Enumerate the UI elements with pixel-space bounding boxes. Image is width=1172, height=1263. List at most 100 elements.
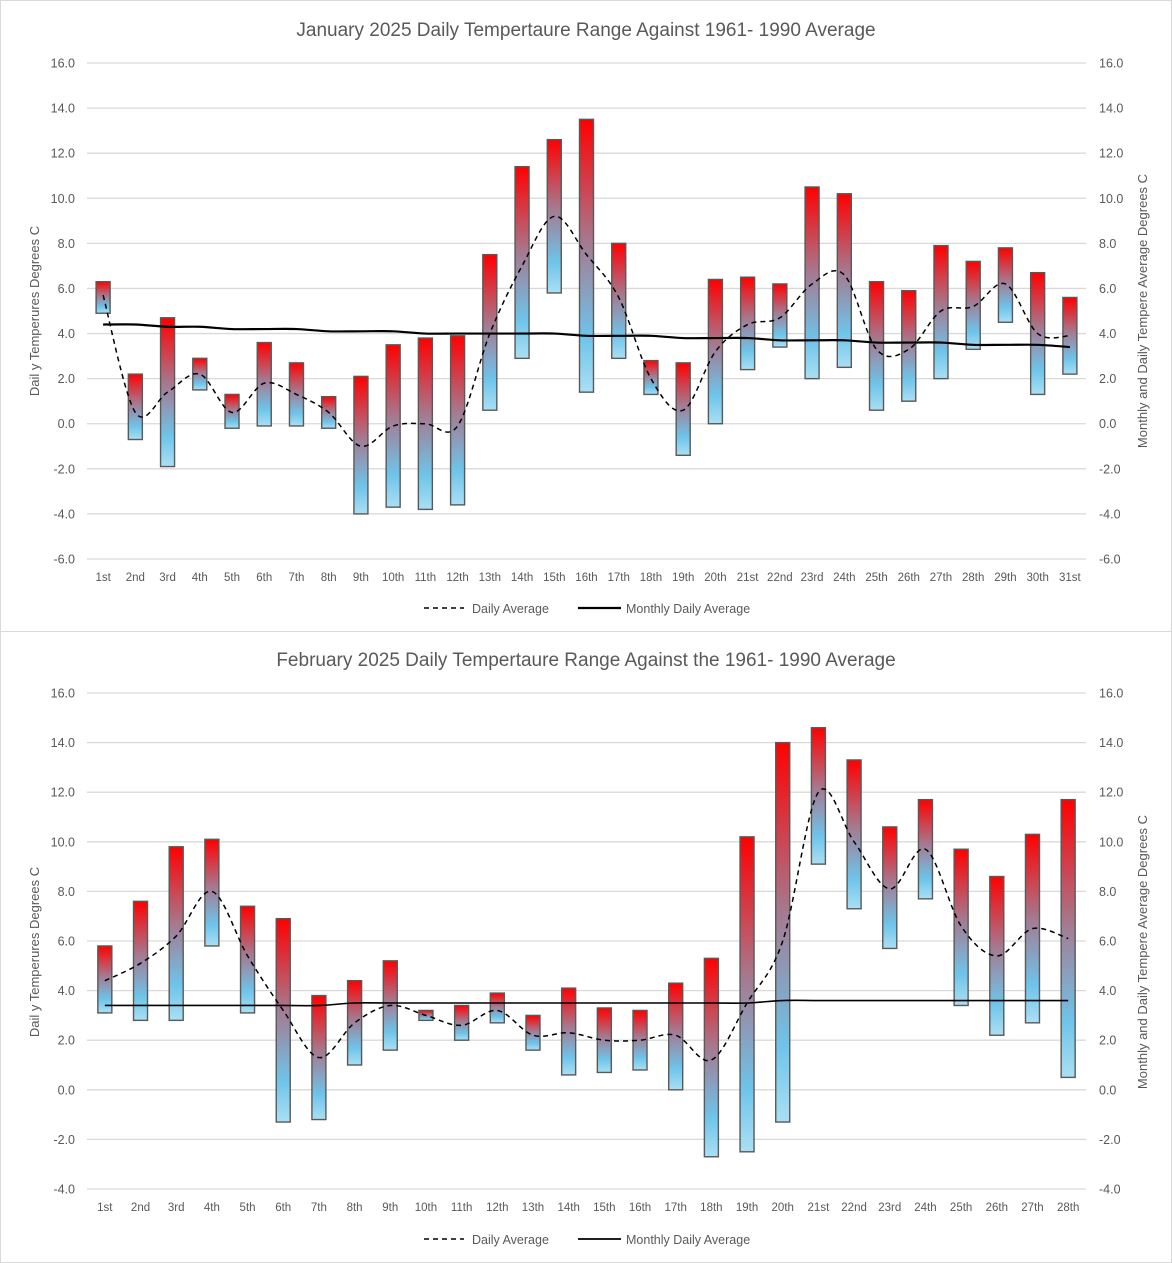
range-bar-8th	[346, 979, 363, 1066]
y-tick-label: 8.0	[58, 237, 75, 251]
x-tick-label: 5th	[224, 572, 240, 584]
monthly-daily-average-line	[104, 999, 1069, 1007]
y-tick-label: 0.0	[58, 417, 75, 431]
range-bar-5th	[239, 905, 256, 1014]
y2-tick-label: 16.0	[1099, 57, 1123, 71]
x-tick-label: 16th	[629, 1202, 651, 1214]
y-tick-label: 8.0	[58, 885, 75, 899]
x-tick-label: 2nd	[126, 572, 145, 584]
x-tick-label: 9th	[382, 1202, 398, 1214]
range-bar-23rd	[882, 826, 898, 950]
y-tick-label: 4.0	[58, 984, 75, 998]
x-tick-label: 9th	[353, 572, 369, 584]
x-tick-label: 26th	[898, 572, 920, 584]
range-bar-20th	[775, 741, 791, 1123]
x-tick-label: 27th	[1021, 1202, 1043, 1214]
y2-tick-label: -4.0	[1099, 1183, 1121, 1197]
range-bar-12th	[449, 335, 466, 506]
january-chart-panel: January 2025 Daily Tempertaure Range Aga…	[0, 0, 1172, 632]
range-bar-18th	[643, 359, 659, 396]
monthly-daily-average-line	[103, 323, 1070, 349]
range-bar-29th	[997, 247, 1014, 323]
range-bar-19th	[739, 836, 755, 1153]
legend-daily-average-label: Daily Average	[472, 602, 549, 616]
y-tick-label: 2.0	[58, 372, 75, 386]
x-tick-label: 7th	[288, 572, 304, 584]
y-tick-label: -2.0	[53, 1133, 75, 1147]
y2-tick-label: -2.0	[1099, 1133, 1121, 1147]
range-bar-21st	[739, 276, 756, 371]
range-bar-17th	[611, 242, 627, 360]
y-tick-label: 14.0	[51, 736, 75, 750]
x-tick-label: 18th	[700, 1202, 722, 1214]
x-tick-label: 17th	[608, 572, 630, 584]
x-tick-label: 30th	[1026, 572, 1048, 584]
legend-daily-average-label: Daily Average	[472, 1233, 549, 1247]
range-bar-14th	[560, 987, 577, 1076]
range-bar-14th	[514, 166, 530, 360]
y2-tick-label: -4.0	[1099, 507, 1121, 521]
x-tick-label: 13th	[522, 1202, 544, 1214]
y-tick-label: 16.0	[51, 57, 75, 71]
y2-tick-label: 12.0	[1099, 147, 1123, 161]
y2-tick-label: 6.0	[1099, 935, 1116, 949]
legend: Daily Average Monthly Daily Average	[424, 602, 750, 616]
y-tick-label: 16.0	[51, 687, 75, 701]
range-bar-22nd	[846, 759, 862, 910]
x-tick-label: 1st	[95, 572, 111, 584]
x-tick-label: 4th	[192, 572, 208, 584]
chart-title: February 2025 Daily Tempertaure Range Ag…	[276, 650, 895, 671]
y2-tick-label: 12.0	[1099, 786, 1123, 800]
x-tick-label: 21st	[737, 572, 760, 584]
x-tick-label: 28th	[962, 572, 984, 584]
january-chart: January 2025 Daily Tempertaure Range Aga…	[27, 20, 1150, 616]
x-tick-label: 21st	[808, 1202, 831, 1214]
y2-tick-label: 8.0	[1099, 885, 1116, 899]
x-tick-label: 17th	[665, 1202, 687, 1214]
y2-tick-label: 4.0	[1099, 984, 1116, 998]
x-tick-label: 20th	[772, 1202, 794, 1214]
x-tick-label: 24th	[833, 572, 855, 584]
x-tick-label: 15th	[543, 572, 565, 584]
x-tick-label: 24th	[914, 1202, 936, 1214]
range-bar-21st	[810, 727, 827, 865]
range-bar-6th	[256, 341, 272, 427]
y-tick-label: -2.0	[53, 462, 75, 476]
range-bar-2nd	[127, 373, 144, 441]
y-tick-label: 2.0	[58, 1034, 75, 1048]
y2-tick-label: 2.0	[1099, 372, 1116, 386]
february-chart: February 2025 Daily Tempertaure Range Ag…	[27, 650, 1150, 1247]
range-bar-19th	[675, 362, 691, 456]
x-tick-label: 2nd	[131, 1202, 150, 1214]
x-tick-label: 22nd	[841, 1202, 867, 1214]
range-bar-5th	[224, 393, 240, 429]
february-chart-panel: February 2025 Daily Tempertaure Range Ag…	[0, 631, 1172, 1263]
y2-tick-label: -2.0	[1099, 462, 1121, 476]
range-bar-23rd	[804, 186, 820, 380]
range-bar-9th	[353, 375, 369, 515]
x-tick-label: 27th	[930, 572, 952, 584]
y-tick-label: 6.0	[58, 282, 75, 296]
legend-monthly-average-label: Monthly Daily Average	[626, 602, 750, 616]
range-bar-2nd	[132, 900, 149, 1022]
legend-monthly-average-label: Monthly Daily Average	[626, 1233, 750, 1247]
x-tick-label: 12th	[446, 572, 468, 584]
range-bar-25th	[953, 848, 969, 1007]
y2-tick-label: 6.0	[1099, 282, 1116, 296]
range-bar-17th	[668, 982, 684, 1091]
x-tick-label: 15th	[593, 1202, 615, 1214]
x-tick-label: 25th	[865, 572, 887, 584]
y2-tick-label: 10.0	[1099, 192, 1123, 206]
y2-tick-label: 14.0	[1099, 102, 1123, 116]
y2-tick-label: 2.0	[1099, 1034, 1116, 1048]
x-tick-label: 8th	[347, 1202, 363, 1214]
y2-tick-label: -6.0	[1099, 553, 1121, 567]
y-tick-label: 6.0	[58, 935, 75, 949]
range-bar-28th	[965, 260, 981, 351]
x-tick-label: 20th	[704, 572, 726, 584]
range-bar-18th	[703, 957, 720, 1158]
x-tick-label: 19th	[736, 1202, 758, 1214]
range-bar-24th	[836, 193, 853, 369]
y-tick-label: 10.0	[51, 192, 75, 206]
x-tick-label: 6th	[275, 1202, 291, 1214]
